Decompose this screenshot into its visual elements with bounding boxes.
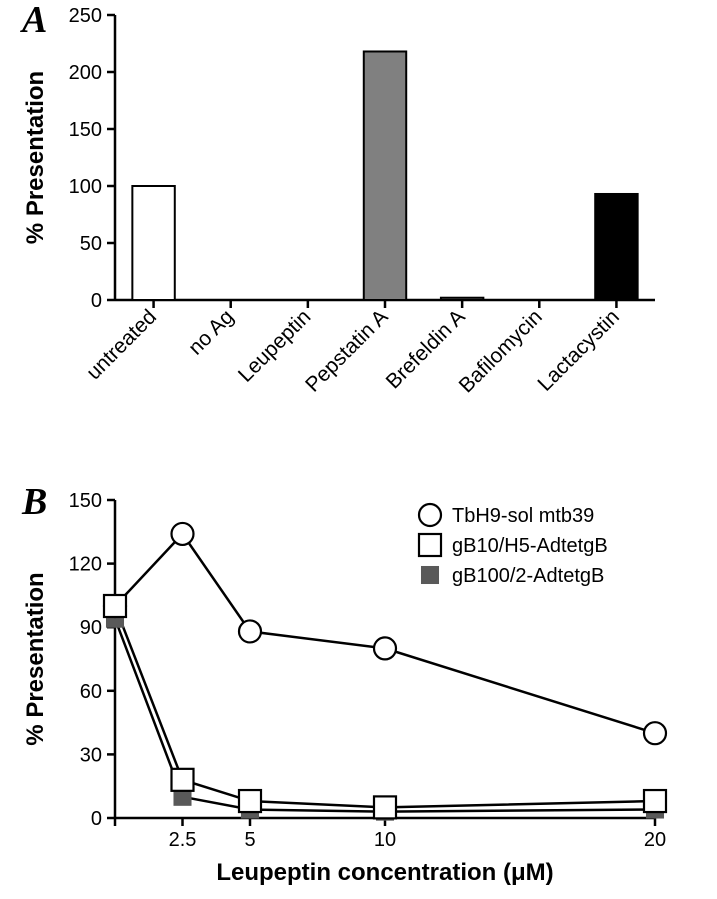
panel-a-chart: 0 50 100 150 200 250 % Presentation untreated no… bbox=[0, 0, 717, 480]
svg-text:60: 60 bbox=[80, 681, 102, 703]
figure-container: A 050100150200250% Presentationuntreated… bbox=[0, 0, 717, 899]
svg-text:2.5: 2.5 bbox=[169, 829, 197, 851]
svg-text:250: 250 bbox=[69, 5, 102, 27]
svg-text:5: 5 bbox=[244, 829, 255, 851]
svg-text:150: 150 bbox=[69, 119, 102, 141]
svg-text:30: 30 bbox=[80, 744, 102, 766]
svg-text:TbH9-sol mtb39: TbH9-sol mtb39 bbox=[452, 505, 594, 527]
svg-text:200: 200 bbox=[69, 62, 102, 84]
svg-text:Pepstatin A: Pepstatin A bbox=[301, 305, 392, 396]
svg-text:10: 10 bbox=[374, 829, 396, 851]
svg-text:0: 0 bbox=[91, 808, 102, 830]
svg-text:50: 50 bbox=[80, 233, 102, 255]
svg-text:Bafilomycin: Bafilomycin bbox=[455, 305, 547, 397]
svg-text:Leupeptin concentration (μM): Leupeptin concentration (μM) bbox=[216, 859, 553, 886]
svg-text:gB100/2-AdtetgB: gB100/2-AdtetgB bbox=[452, 565, 604, 587]
svg-text:100: 100 bbox=[69, 176, 102, 198]
svg-text:150: 150 bbox=[69, 490, 102, 512]
svg-text:% Presentation: % Presentation bbox=[22, 572, 49, 745]
svg-text:0: 0 bbox=[91, 290, 102, 312]
svg-text:120: 120 bbox=[69, 554, 102, 576]
panel-b-chart: 0 30 60 90 120 150 % Presentation 2.5 5 10 20 Leupe… bbox=[0, 480, 717, 899]
svg-text:% Presentation: % Presentation bbox=[22, 71, 49, 244]
svg-text:20: 20 bbox=[644, 829, 666, 851]
svg-text:gB10/H5-AdtetgB: gB10/H5-AdtetgB bbox=[452, 535, 608, 557]
svg-text:Leupeptin: Leupeptin bbox=[234, 305, 316, 387]
svg-text:no Ag: no Ag bbox=[184, 305, 238, 359]
svg-text:90: 90 bbox=[80, 617, 102, 639]
svg-text:Lactacystin: Lactacystin bbox=[533, 305, 624, 396]
svg-text:untreated: untreated bbox=[82, 305, 161, 384]
